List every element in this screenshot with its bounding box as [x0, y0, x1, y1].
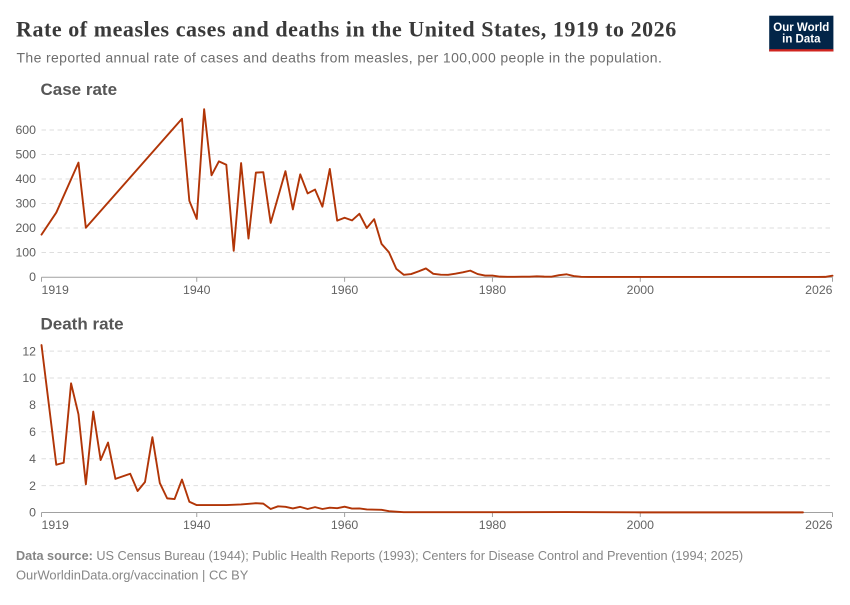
svg-text:6: 6: [29, 425, 36, 439]
svg-text:Case rate: Case rate: [41, 80, 118, 99]
svg-text:1960: 1960: [331, 518, 359, 532]
svg-text:Data source: US Census Bureau: Data source: US Census Bureau (1944); Pu…: [16, 549, 743, 563]
svg-text:in Data: in Data: [782, 34, 821, 46]
svg-text:OurWorldinData.org/vaccination: OurWorldinData.org/vaccination | CC BY: [16, 567, 249, 582]
svg-text:12: 12: [22, 344, 36, 358]
svg-text:8: 8: [29, 398, 36, 412]
svg-text:0: 0: [29, 270, 36, 284]
svg-text:1960: 1960: [331, 283, 359, 297]
svg-text:1919: 1919: [42, 283, 70, 297]
svg-text:300: 300: [15, 197, 36, 211]
svg-text:100: 100: [15, 246, 36, 260]
svg-text:0: 0: [29, 506, 36, 520]
svg-text:1940: 1940: [183, 283, 211, 297]
svg-text:Rate of measles cases and deat: Rate of measles cases and deaths in the …: [16, 16, 677, 41]
svg-text:4: 4: [29, 452, 36, 466]
svg-text:Our World: Our World: [773, 22, 829, 34]
svg-text:2026: 2026: [805, 518, 833, 532]
svg-text:2000: 2000: [627, 518, 655, 532]
svg-text:Death rate: Death rate: [41, 315, 124, 334]
svg-text:The reported annual rate of ca: The reported annual rate of cases and de…: [17, 50, 663, 66]
svg-text:2026: 2026: [805, 283, 833, 297]
svg-text:2: 2: [29, 479, 36, 493]
svg-text:2000: 2000: [627, 283, 655, 297]
svg-text:10: 10: [22, 371, 36, 385]
svg-text:400: 400: [15, 172, 36, 186]
svg-text:1980: 1980: [479, 518, 507, 532]
svg-text:1940: 1940: [183, 518, 211, 532]
svg-text:1919: 1919: [42, 518, 70, 532]
svg-text:500: 500: [15, 148, 36, 162]
svg-text:200: 200: [15, 221, 36, 235]
svg-text:1980: 1980: [479, 283, 507, 297]
svg-text:600: 600: [15, 123, 36, 137]
